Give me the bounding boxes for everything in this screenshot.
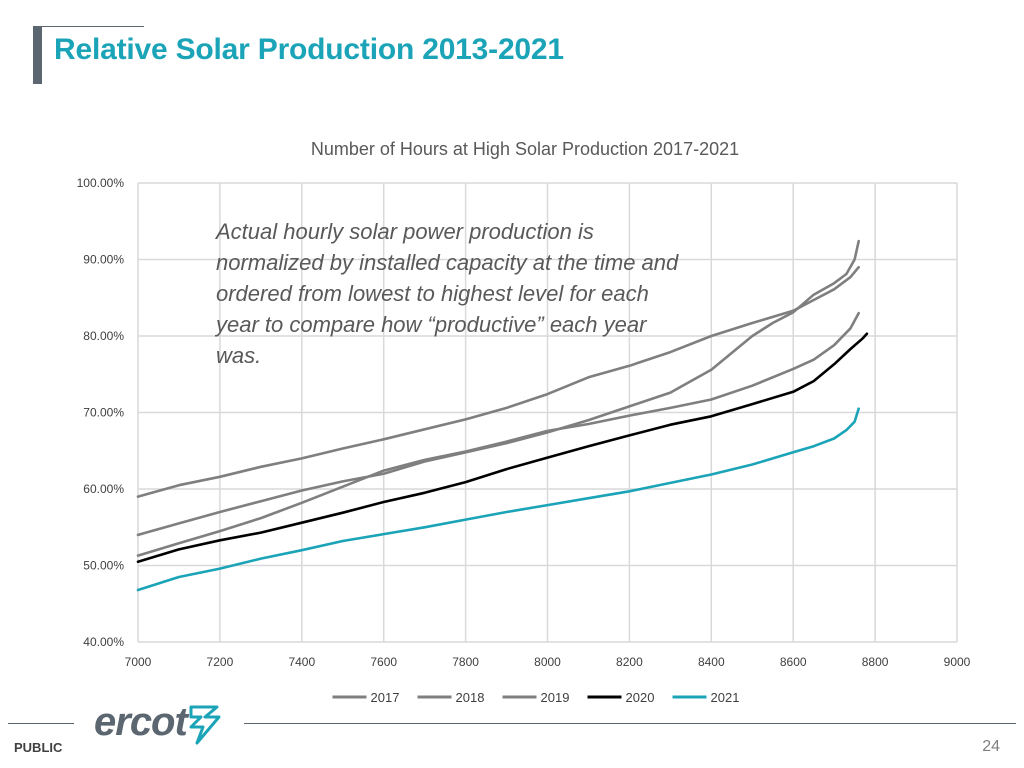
x-tick-label: 8600 — [780, 655, 807, 669]
title-rule — [42, 26, 144, 27]
chart-title: Number of Hours at High Solar Production… — [311, 139, 739, 159]
x-tick-label: 9000 — [944, 655, 971, 669]
legend-label-2020: 2020 — [626, 690, 655, 705]
x-tick-label: 8000 — [534, 655, 561, 669]
x-tick-label: 7800 — [452, 655, 479, 669]
y-tick-label: 50.00% — [83, 559, 124, 573]
series-line-2019 — [136, 311, 861, 557]
x-tick-label: 8800 — [862, 655, 889, 669]
y-tick-label: 40.00% — [83, 635, 124, 649]
series-line-2017 — [136, 265, 861, 498]
ercot-logo: ercot — [94, 700, 223, 745]
legend-label-2017: 2017 — [371, 690, 400, 705]
x-tick-label: 7600 — [370, 655, 397, 669]
series-line-2018 — [136, 239, 861, 537]
x-tick-label: 7200 — [207, 655, 234, 669]
series-line-2020 — [136, 332, 869, 564]
y-tick-label: 60.00% — [83, 482, 124, 496]
x-tick-label: 8400 — [698, 655, 725, 669]
legend-label-2019: 2019 — [541, 690, 570, 705]
y-tick-label: 80.00% — [83, 329, 124, 343]
x-tick-label: 8200 — [616, 655, 643, 669]
lightning-bolt-icon — [189, 705, 221, 744]
x-tick-label: 7400 — [288, 655, 315, 669]
y-tick-label: 90.00% — [83, 253, 124, 267]
footer-rule-left — [8, 723, 74, 724]
page-number: 24 — [982, 738, 1000, 755]
y-tick-label: 100.00% — [77, 176, 125, 190]
y-tick-label: 70.00% — [83, 406, 124, 420]
classification-label: PUBLIC — [14, 740, 63, 755]
title-accent-bar — [33, 26, 42, 84]
legend-label-2018: 2018 — [456, 690, 485, 705]
logo-wordmark: ercot — [94, 700, 188, 744]
legend-label-2021: 2021 — [711, 690, 740, 705]
chart-annotation: Actual hourly solar power production is … — [216, 219, 679, 368]
series-line-2021 — [136, 407, 861, 592]
footer-rule-right — [244, 723, 1016, 724]
x-tick-label: 7000 — [125, 655, 152, 669]
slide-title: Relative Solar Production 2013-2021 — [54, 33, 564, 66]
